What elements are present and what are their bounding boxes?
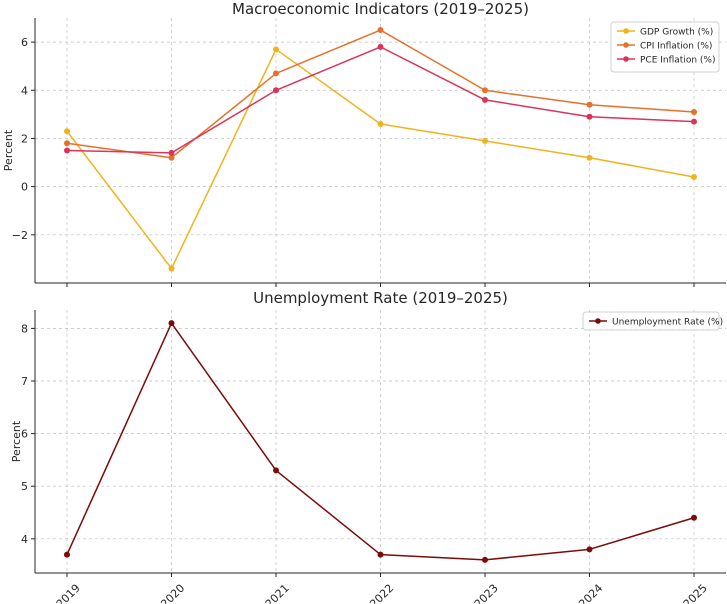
data-point — [377, 27, 384, 34]
data-point — [377, 121, 384, 127]
data-point — [377, 43, 384, 50]
y-axis-label: Percent — [2, 129, 15, 171]
data-point — [64, 147, 70, 154]
legend-item: PCE Inflation (%) — [617, 56, 715, 66]
chart-panel-1: −2 0 2 4 6 Macroeconomic Indicators (2019–202… — [2, 0, 726, 287]
legend-marker — [623, 56, 629, 62]
data-point — [168, 265, 175, 272]
legend-marker — [623, 42, 629, 48]
data-point — [273, 87, 279, 94]
x-tick-label: 2020 — [158, 582, 187, 604]
y-tick-label: 5 — [21, 480, 28, 493]
data-point — [64, 140, 70, 147]
x-tick-label: 2025 — [681, 582, 710, 604]
legend-label: GDP Growth (%) — [640, 28, 713, 38]
data-point — [482, 137, 488, 144]
data-point — [64, 128, 70, 135]
legend: GDP Growth (%) CPI Inflation (%) PCE Infla… — [610, 21, 720, 73]
y-axis-label: Percent — [10, 420, 23, 462]
data-point — [168, 320, 175, 327]
legend-box — [610, 21, 720, 73]
x-tick-label: 2021 — [263, 582, 292, 604]
data-point — [482, 556, 488, 563]
y-tick-label: 4 — [21, 533, 28, 546]
data-point — [64, 551, 70, 558]
data-point — [586, 154, 593, 161]
x-tick-label: 2024 — [576, 582, 605, 604]
chart-title: Unemployment Rate (2019–2025) — [253, 289, 508, 307]
y-tick-label: 7 — [21, 375, 28, 388]
data-point — [273, 467, 279, 474]
legend: Unemployment Rate (%) — [582, 311, 723, 331]
data-point — [482, 87, 488, 94]
legend-label: PCE Inflation (%) — [640, 56, 715, 66]
data-point — [586, 113, 593, 120]
data-point — [691, 514, 697, 521]
data-point — [168, 149, 175, 156]
data-point — [168, 154, 175, 161]
legend-label: Unemployment Rate (%) — [612, 318, 723, 328]
chart-title: Macroeconomic Indicators (2019–2025) — [232, 0, 529, 18]
data-point — [273, 46, 279, 53]
y-tick-label: 6 — [21, 428, 28, 441]
data-point — [482, 96, 488, 103]
data-point — [691, 108, 697, 115]
x-tick-label: 2022 — [367, 582, 396, 604]
y-tick-label: 6 — [21, 36, 28, 49]
data-point — [586, 101, 593, 108]
y-tick-label: 8 — [21, 322, 28, 335]
data-point — [377, 551, 384, 558]
data-point — [691, 174, 697, 180]
series-unemployment-rate — [64, 320, 697, 563]
data-point — [586, 546, 593, 553]
legend-item: CPI Inflation (%) — [617, 42, 712, 52]
data-point — [273, 70, 279, 77]
x-tick-label: 2023 — [472, 582, 501, 604]
legend-item: Unemployment Rate (%) — [589, 318, 723, 328]
legend-label: CPI Inflation (%) — [640, 42, 712, 52]
y-tick-label: 2 — [21, 132, 28, 145]
legend-box — [582, 311, 720, 331]
legend-item: GDP Growth (%) — [617, 28, 713, 38]
legend-marker — [595, 318, 601, 324]
y-tick-label: 4 — [21, 84, 28, 97]
legend-marker — [623, 28, 629, 34]
series-pce-inflation — [64, 43, 697, 156]
series-gdp-growth — [64, 46, 697, 272]
series-cpi-inflation — [64, 27, 697, 161]
data-point — [691, 118, 697, 125]
y-tick-label: 0 — [21, 181, 28, 194]
x-tick-label: 2019 — [54, 582, 83, 604]
y-tick-label: −2 — [12, 229, 28, 242]
chart-panel-2: 4 5 6 7 8 2019 2020 2021 2022 2023 2024 2025 Unemplo… — [10, 289, 726, 604]
